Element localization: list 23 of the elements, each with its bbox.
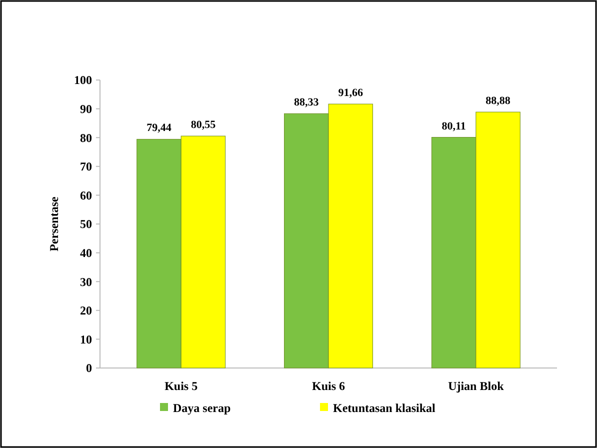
y-tick-label: 90: [80, 102, 92, 116]
y-tick-label: 70: [80, 160, 92, 174]
data-label: 91,66: [338, 87, 364, 100]
y-tick-label: 80: [80, 130, 92, 145]
y-tick-label: 0: [86, 361, 92, 376]
data-label: 88,33: [294, 96, 320, 109]
y-tick-label: 20: [80, 304, 92, 318]
y-tick-label: 30: [80, 274, 92, 289]
x-tick-label: Kuis 6: [312, 379, 346, 393]
y-axis-title: Persentase: [47, 196, 61, 252]
y-tick-label: 40: [80, 246, 92, 260]
y-tick-label: 10: [80, 332, 92, 346]
legend-label: Daya serap: [173, 401, 231, 416]
y-tick-label: 100: [74, 73, 92, 88]
x-tick-label: Kuis 5: [164, 379, 198, 393]
data-label: 80,55: [190, 119, 216, 132]
y-tick-label: 50: [80, 217, 92, 232]
legend-label: Ketuntasan klasikal: [333, 401, 436, 416]
data-label: 79,44: [146, 122, 172, 134]
data-label: 88,88: [486, 95, 511, 108]
x-tick-label: Ujian Blok: [448, 379, 504, 393]
data-label: 80,11: [442, 120, 466, 132]
y-tick-label: 60: [80, 188, 92, 202]
